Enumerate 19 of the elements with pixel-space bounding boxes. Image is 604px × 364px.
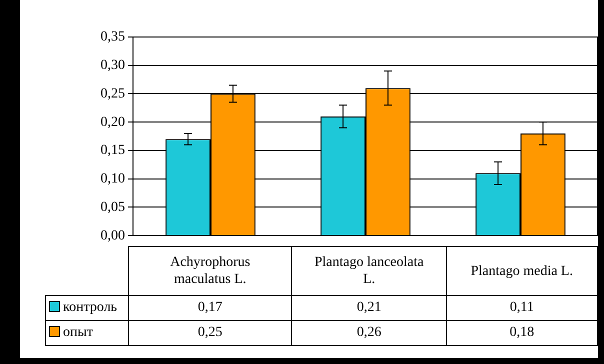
y-tick-label: 0,20 [100,114,125,130]
x-tick-label: Plantago lanceolata L. [292,246,446,296]
legend-label: опыт [46,320,128,346]
data-label: 0,11 [446,296,598,320]
y-tick-label: 0,15 [100,143,125,158]
data-label: 0,18 [446,320,598,346]
x-tick-label: Plantago media L. [446,246,598,296]
x-tick-label: Achyrophorus maculatus L. [128,246,292,296]
data-label: 0,17 [128,296,292,320]
data-label: 0,26 [292,320,446,346]
data-label: 0,25 [128,320,292,346]
y-tick-label: 0,30 [100,58,125,74]
data-label: 0,21 [292,296,446,320]
y-tick-label: 0,25 [100,86,125,102]
y-tick-label: 0,35 [100,30,125,45]
y-tick-label: 0,00 [100,228,125,244]
y-tick-label: 0,05 [100,200,125,215]
legend-label: контроль [46,296,128,320]
y-tick-label: 0,10 [100,172,125,187]
